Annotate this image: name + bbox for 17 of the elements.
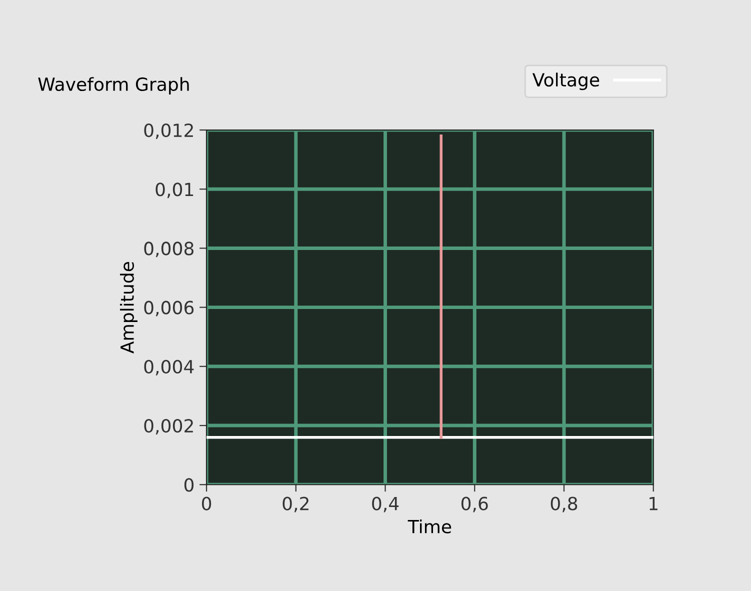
- y-tick-label: 0,008: [144, 242, 194, 258]
- y-tick-label: 0,012: [144, 123, 193, 139]
- y-tick-label: 0,004: [144, 360, 194, 376]
- x-axis-title: Time: [408, 519, 452, 534]
- x-tick-label: 1: [650, 496, 658, 510]
- y-axis-title: Amplitude: [120, 262, 138, 354]
- x-tick-label: 0,4: [372, 496, 399, 512]
- chart-title: Waveform Graph: [38, 77, 189, 95]
- legend-label: Voltage: [532, 72, 600, 90]
- y-tick-label: 0,002: [144, 418, 193, 434]
- y-tick-label: 0: [184, 478, 194, 492]
- x-tick-label: 0,2: [282, 496, 308, 512]
- y-tick-label: 0,01: [156, 182, 194, 198]
- x-tick-label: 0,6: [461, 496, 488, 512]
- y-tick-label: 0,006: [144, 300, 194, 316]
- x-tick-label: 0: [202, 496, 212, 510]
- x-tick-label: 0,8: [550, 496, 578, 512]
